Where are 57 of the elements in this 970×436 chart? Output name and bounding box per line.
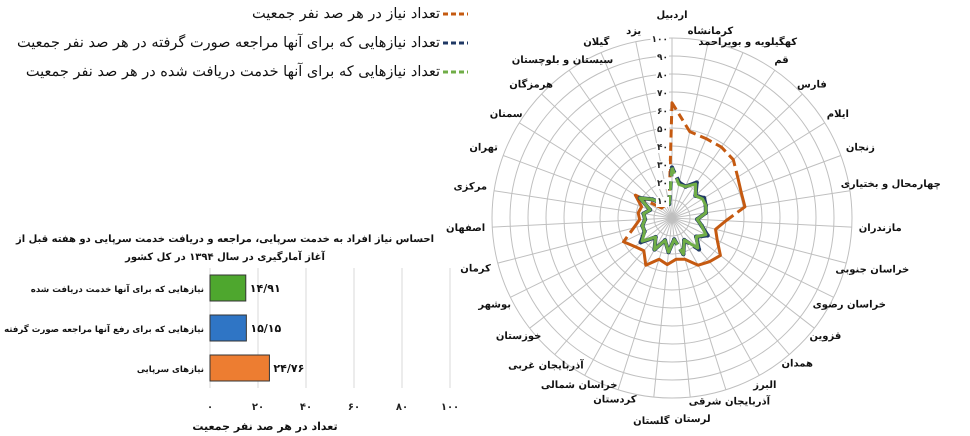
x-tick-label: ۴۰ [300,402,312,413]
y-tick-label: نیازهای سرپایی [136,365,204,375]
legend-label: تعداد نیازهایی که برای آنها مراجعه صورت گرفته در هر صد نفر جمعیت [16,33,440,51]
spoke-label: بوشهر [477,299,512,310]
y-tick-label: نیازهایی که برای آنها خدمت دریافت شده [30,283,204,295]
spoke-label: زنجان [846,142,876,154]
spoke-label: هرمزگان [509,78,553,91]
spoke-label: یزد [626,26,642,37]
spoke-label: خراسان جنوبی [835,264,910,276]
y-tick-label: نیازهایی که برای رفع آنها مراجعه صورت گرفته [4,323,204,335]
spoke-label: کرمانشاه [688,26,734,37]
y-tick-label: ۷۰ [657,89,668,99]
x-tick-label: ۶۰ [348,402,360,413]
y-tick-label: ۱۰۰ [652,35,668,45]
legend-label: تعداد نیازهایی که برای آنها خدمت دریافت شده در هر صد نفر جمعیت [26,62,440,80]
x-tick-label: ۲۰ [252,402,264,413]
spoke-label: مازندران [858,223,902,234]
spoke-label: سمنان [490,109,523,120]
spoke-label: گلستان [633,414,670,427]
y-tick-label: ۶۰ [657,107,668,117]
spoke-label: چهارمحال و بختیاری [840,178,941,190]
data-label: ۱۵/۱۵ [250,322,282,335]
spoke-label: فارس [796,80,827,91]
spoke-label: ایلام [826,109,849,120]
y-tick-label: ۵۰ [657,125,668,135]
x-axis-title: تعداد در هر صد نفر جمعیت [192,420,338,433]
y-tick-label: ۸۰ [657,71,668,81]
spoke-label: آذربایجان غربی [508,358,584,372]
y-tick-label: ۳۰ [657,161,668,171]
spoke-label: قم [774,55,789,66]
y-tick-label: ۹۰ [657,53,668,63]
y-tick-label: ۴۰ [657,143,668,153]
spoke-label: خراسان شمالی [540,380,618,391]
spoke-label: اصفهان [446,222,486,234]
y-tick-label: ۲۰ [657,179,668,189]
spoke-label: تهران [469,142,498,154]
spoke-label: سیستان و بلوچستان [512,55,614,66]
spoke-label: قزوین [810,331,842,342]
spoke-label: آذربایجان شرقی [688,394,771,408]
spoke-label: خراسان رضوی [812,299,886,310]
data-label: ۲۴/۷۶ [273,362,304,375]
spoke-label: خوزستان [496,331,542,342]
spoke-label: لرستان [674,414,711,425]
spoke-label: کردستان [593,394,637,406]
x-tick-label: ۸۰ [396,402,408,413]
spoke-label: کرمان [460,263,491,274]
legend-label: تعداد نیاز در هر صد نفر جمعیت [252,6,440,22]
x-tick-label: ۰ [206,402,214,413]
spoke-label: گیلان [583,34,610,48]
spoke-label: مرکزی [454,182,488,193]
x-tick-label: ۱۰۰ [440,402,460,413]
spoke-label: البرز [752,380,776,391]
spoke-label: اردبیل [656,10,688,21]
y-tick-label: ۱۰ [657,197,668,207]
spoke-label: همدان [782,358,813,370]
chart-title: احساس نیاز افراد به خدمت سرپایی، مراجعه و دریافت خدمت سرپایی دو هفته قبل از آغاز آمارگیری در سال ۱۳۹۴ در کل کشور [14,234,434,263]
data-label: ۱۴/۹۱ [250,282,281,295]
